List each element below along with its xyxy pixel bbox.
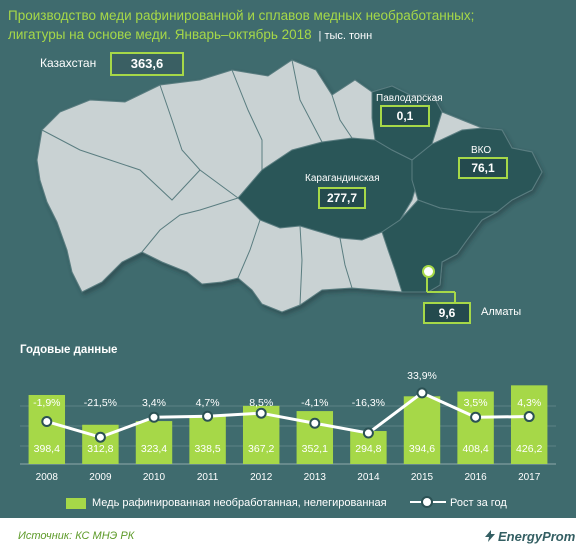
bar-value-label-2009: 312,8	[87, 443, 113, 455]
growth-point-2009	[94, 431, 106, 443]
bar-2015	[403, 396, 441, 464]
growth-label-2010: 3,4%	[142, 397, 166, 409]
source-label: Источник: КС МНЭ РК	[18, 530, 135, 542]
x-tick-label-2012: 2012	[250, 472, 273, 483]
growth-point-2010	[148, 411, 160, 423]
bar-value-label-2014: 294,8	[355, 443, 381, 455]
footer-bar	[0, 518, 576, 550]
bar-2011	[189, 415, 226, 464]
region-label-almaty: Алматы	[481, 306, 522, 318]
x-tick-label-2009: 2009	[89, 472, 112, 483]
growth-point-2017	[523, 411, 535, 423]
growth-label-2015: 33,9%	[407, 370, 437, 382]
growth-point-2012	[255, 407, 267, 419]
growth-label-2017: 4,3%	[517, 397, 541, 409]
x-tick-label-2014: 2014	[357, 472, 380, 483]
bar-2010	[135, 421, 173, 464]
section-title: Годовые данные	[20, 344, 118, 356]
bar-value-label-2013: 352,1	[302, 443, 328, 455]
region-value-pavlodar: 0,1	[380, 105, 430, 127]
kazakhstan-label: Казахстан	[40, 56, 97, 70]
growth-point-2008	[41, 416, 53, 428]
growth-label-2014: -16,3%	[352, 397, 385, 409]
growth-point-2016	[470, 411, 482, 423]
growth-label-2011: 4,7%	[196, 397, 220, 409]
region-label-karaganda: Карагандинская	[305, 173, 380, 184]
x-tick-label-2011: 2011	[197, 472, 219, 483]
growth-line	[46, 391, 530, 439]
chart-title: Производство меди рафинированной и сплав…	[8, 6, 568, 46]
bar-value-label-2011: 338,5	[194, 443, 220, 455]
growth-label-2013: -4,1%	[301, 397, 328, 409]
kazakhstan-value: 363,6	[110, 52, 184, 76]
growth-label-2012: 8,5%	[249, 397, 273, 409]
legend-bar-swatch	[66, 498, 86, 509]
growth-label-2016: 3,5%	[464, 397, 488, 409]
unit-label: | тыс. тонн	[315, 30, 373, 42]
bar-2017	[510, 385, 548, 464]
lightning-icon	[485, 530, 495, 542]
region-label-vko: ВКО	[471, 145, 492, 156]
x-tick-label-2017: 2017	[518, 472, 541, 483]
annual-chart: 398,4 2008 312,8 2009 323,4 2010 338,5 2011 367,…	[20, 370, 556, 483]
bar-2016	[457, 391, 494, 464]
title-line-2: лигатуры на основе меди. Январь–октябрь …	[8, 27, 312, 42]
title-line-1: Производство меди рафинированной и сплав…	[8, 8, 475, 23]
internal-borders	[41, 59, 353, 306]
x-tick-label-2013: 2013	[304, 472, 327, 483]
brand-logo: EnergyProm	[498, 529, 576, 544]
region-value-karaganda: 277,7	[318, 187, 366, 209]
x-tick-label-2010: 2010	[143, 472, 166, 483]
legend-bar-label: Медь рафинированная необработанная, неле…	[92, 497, 387, 509]
region-label-pavlodar: Павлодарская	[376, 93, 443, 104]
region-almaty	[381, 199, 498, 293]
almaty-marker	[422, 265, 435, 278]
bar-2008	[28, 394, 66, 464]
x-tick-label-2008: 2008	[36, 472, 59, 483]
legend-line-label: Рост за год	[450, 497, 507, 509]
bar-value-label-2008: 398,4	[34, 443, 60, 455]
region-value-vko: 76,1	[458, 157, 508, 179]
growth-point-2011	[202, 410, 214, 422]
x-tick-label-2016: 2016	[464, 472, 487, 483]
bar-value-label-2015: 394,6	[409, 443, 435, 455]
unit-text: тыс. тонн	[324, 30, 373, 42]
legend-line-marker	[421, 496, 433, 508]
bar-value-label-2012: 367,2	[248, 443, 274, 455]
x-tick-label-2015: 2015	[411, 472, 434, 483]
growth-point-2013	[309, 417, 321, 429]
region-value-almaty: 9,6	[423, 302, 471, 324]
bar-value-label-2017: 426,2	[516, 443, 542, 455]
growth-point-2015	[416, 387, 428, 399]
growth-label-2008: -1,9%	[33, 397, 60, 409]
chart-legend: Медь рафинированная необработанная, неле…	[0, 496, 576, 512]
growth-label-2009: -21,5%	[84, 397, 117, 409]
bar-value-label-2016: 408,4	[462, 443, 488, 455]
growth-point-2014	[362, 427, 374, 439]
bar-value-label-2010: 323,4	[141, 443, 167, 455]
